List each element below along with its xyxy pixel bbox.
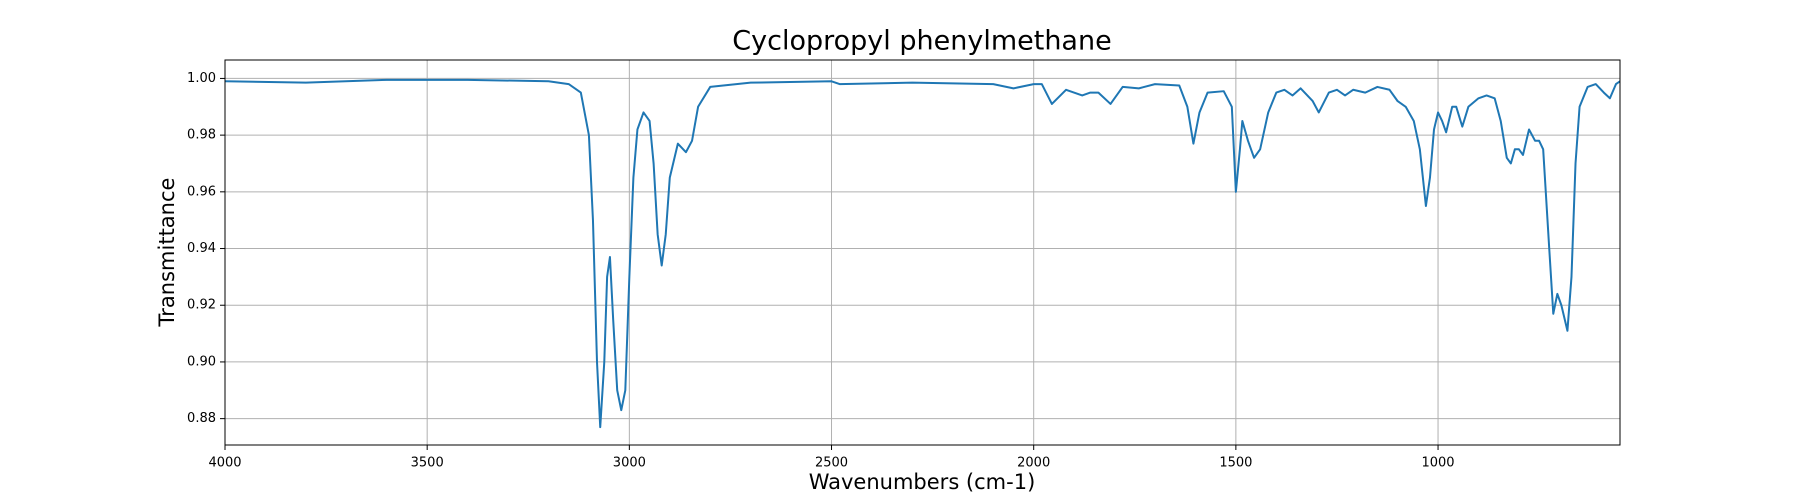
x-tick-label: 2500 bbox=[815, 456, 848, 471]
x-tick-label: 3500 bbox=[411, 456, 444, 471]
y-tick-label: 0.96 bbox=[187, 184, 216, 199]
y-tick-label: 0.94 bbox=[187, 241, 216, 256]
y-tick-label: 0.90 bbox=[187, 354, 216, 369]
y-tick-label: 0.88 bbox=[187, 411, 216, 426]
y-tick-label: 0.98 bbox=[187, 128, 216, 143]
y-tick-label: 0.92 bbox=[187, 298, 216, 313]
x-tick-label: 1500 bbox=[1219, 456, 1252, 471]
spectrum-line bbox=[224, 78, 1621, 429]
y-tick-label: 1.00 bbox=[187, 71, 216, 86]
x-tick-label: 1000 bbox=[1421, 456, 1454, 471]
x-axis-label: Wavenumbers (cm-1) bbox=[809, 470, 1036, 494]
x-tick-label: 4000 bbox=[208, 456, 241, 471]
x-tick-label: 3000 bbox=[613, 456, 646, 471]
chart-title: Cyclopropyl phenylmethane bbox=[732, 26, 1111, 57]
y-axis-label: Transmittance bbox=[155, 178, 179, 328]
x-tick-label: 2000 bbox=[1017, 456, 1050, 471]
plot-frame bbox=[224, 59, 1621, 446]
